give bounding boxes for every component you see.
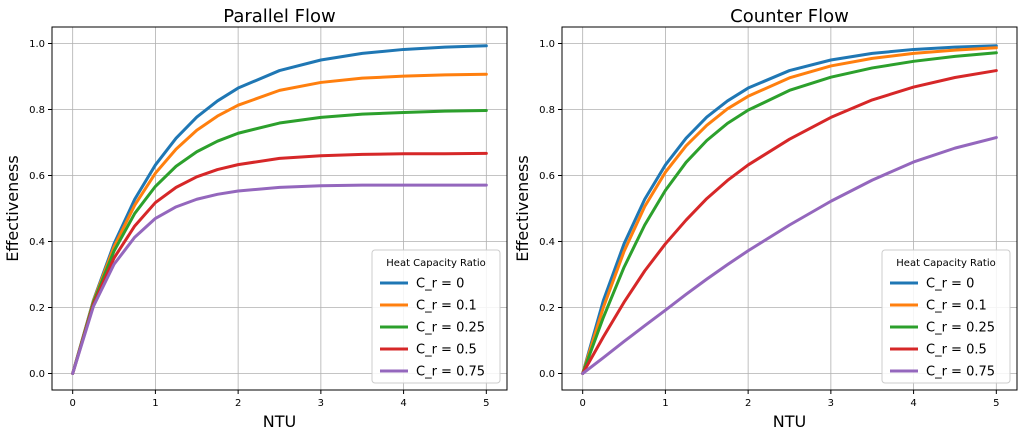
y-tick-label: 0.4 — [539, 237, 555, 248]
y-tick-label: 0.8 — [539, 105, 555, 116]
series-line-3 — [71, 151, 488, 375]
parallel-flow-chart: 0 1 2 3 4 5 0.0 0.2 0.4 0.6 0.8 1.0 Parallel Flow NTU… — [3, 6, 508, 431]
y-tick-label: 0.4 — [29, 237, 45, 248]
series-line-0 — [71, 44, 488, 375]
y-tick-label: 0.0 — [29, 369, 45, 380]
chart-title: Counter Flow — [730, 6, 849, 27]
x-axis-label: NTU — [773, 412, 806, 431]
series-line-2 — [71, 108, 488, 375]
legend-title: Heat Capacity Ratio — [386, 258, 485, 269]
series-line-0 — [581, 44, 998, 375]
legend-label-4: C_r = 0.75 — [926, 365, 995, 380]
y-tick-label: 0.8 — [29, 105, 45, 116]
y-tick-label: 0.2 — [29, 303, 45, 314]
series-line-4 — [71, 183, 488, 375]
series-line-1 — [581, 46, 998, 375]
x-axis-label: NTU — [263, 412, 296, 431]
legend-label-0: C_r = 0 — [416, 277, 464, 292]
y-tick-label: 1.0 — [29, 39, 45, 50]
series-line-2 — [581, 51, 998, 375]
legend: Heat Capacity Ratio C_r = 0 C_r = 0.1 C_r =… — [371, 249, 501, 384]
legend-label-1: C_r = 0.1 — [416, 299, 477, 314]
x-tick-label: 3 — [828, 398, 834, 409]
legend-label-4: C_r = 0.75 — [416, 365, 485, 380]
legend-label-2: C_r = 0.25 — [416, 321, 485, 336]
x-tick-label: 2 — [235, 398, 241, 409]
legend-label-0: C_r = 0 — [926, 277, 974, 292]
series-line-4 — [581, 136, 998, 375]
x-tick-label: 1 — [152, 398, 158, 409]
legend-label-3: C_r = 0.5 — [416, 343, 477, 358]
y-tick-label: 0.6 — [539, 171, 555, 182]
x-tick-label: 0 — [579, 398, 585, 409]
x-tick-label: 3 — [318, 398, 324, 409]
y-tick-label: 1.0 — [539, 39, 555, 50]
legend-label-2: C_r = 0.25 — [926, 321, 995, 336]
series-line-1 — [71, 72, 488, 375]
y-axis-label: Effectiveness — [513, 155, 532, 261]
y-tick-label: 0.6 — [29, 171, 45, 182]
y-axis-label: Effectiveness — [3, 155, 22, 261]
legend-box — [371, 249, 501, 384]
legend: Heat Capacity Ratio C_r = 0 C_r = 0.1 C_r =… — [881, 249, 1011, 384]
x-tick-label: 0 — [69, 398, 75, 409]
counter-flow-chart: 0 1 2 3 4 5 0.0 0.2 0.4 0.6 0.8 1.0 Counter Flow NTU E… — [513, 6, 1018, 431]
x-tick-label: 5 — [993, 398, 999, 409]
y-tick-label: 0.2 — [539, 303, 555, 314]
x-tick-label: 5 — [483, 398, 489, 409]
legend-label-3: C_r = 0.5 — [926, 343, 987, 358]
series-line-3 — [581, 69, 998, 375]
legend-label-1: C_r = 0.1 — [926, 299, 987, 314]
axes-frame — [561, 26, 1018, 391]
x-tick-label: 4 — [910, 398, 916, 409]
legend-box — [881, 249, 1011, 384]
x-tick-label: 1 — [662, 398, 668, 409]
x-tick-label: 2 — [745, 398, 751, 409]
y-tick-label: 0.0 — [539, 369, 555, 380]
legend-title: Heat Capacity Ratio — [896, 258, 995, 269]
chart-title: Parallel Flow — [223, 6, 335, 27]
axes-frame — [51, 26, 508, 391]
x-tick-label: 4 — [400, 398, 406, 409]
